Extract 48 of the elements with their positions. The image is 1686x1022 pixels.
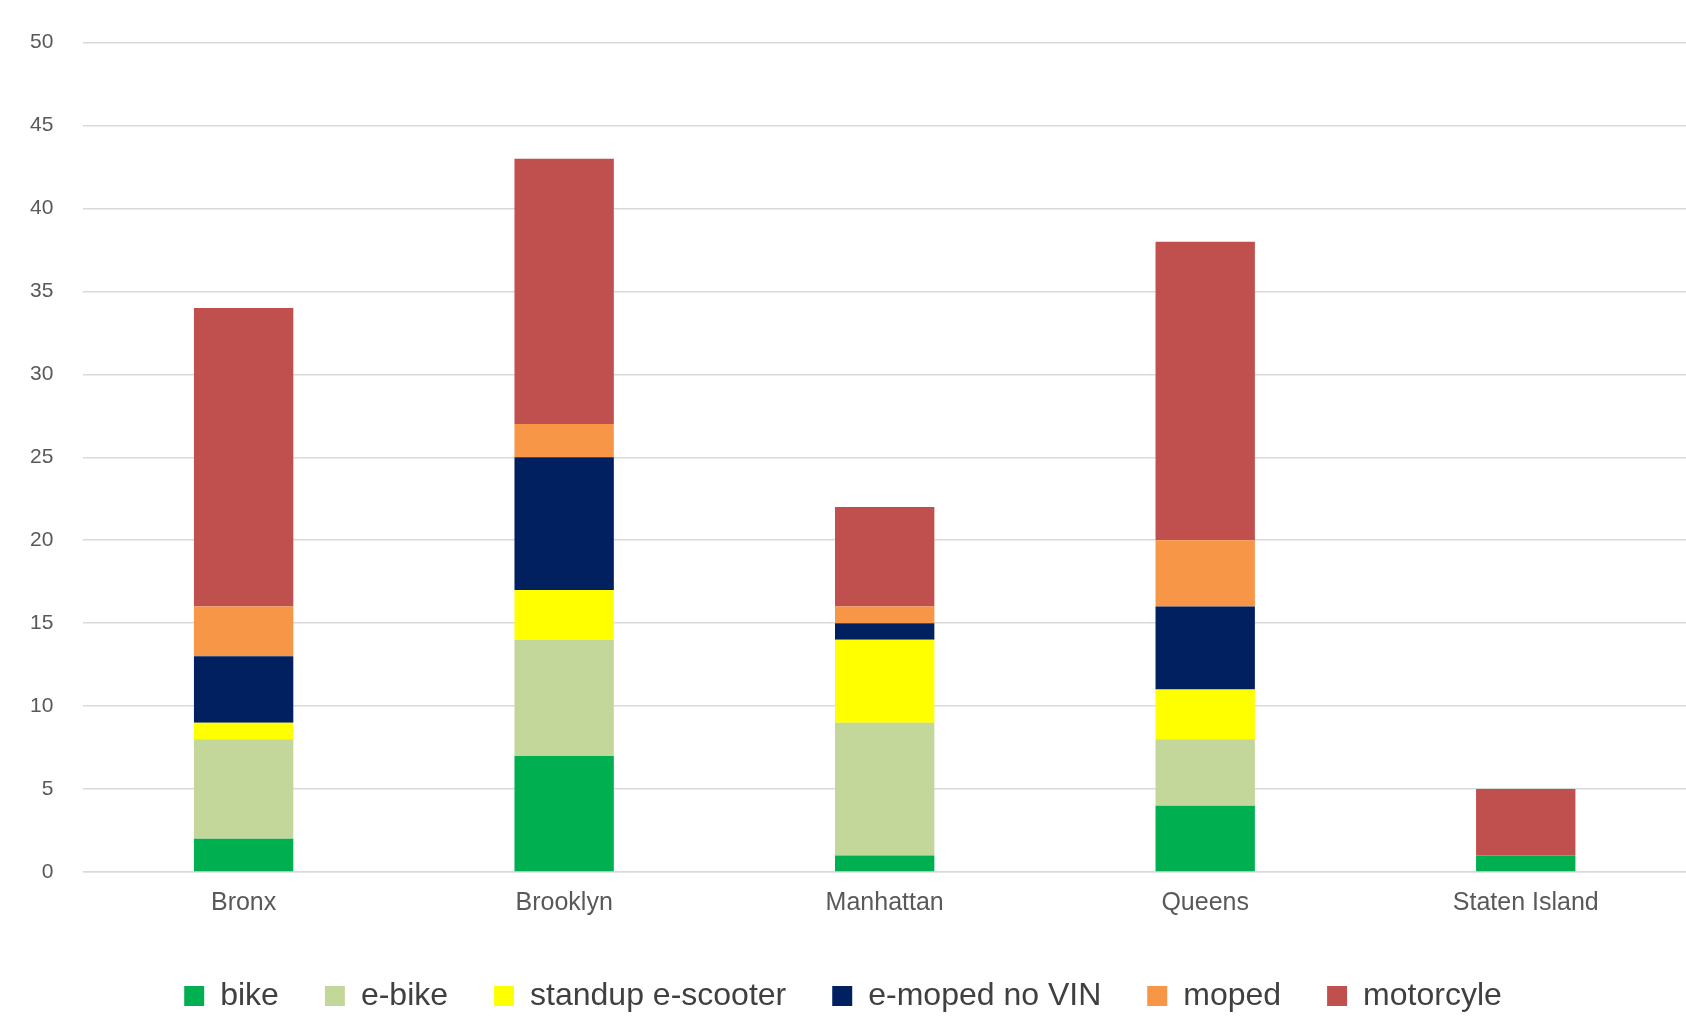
bar bbox=[835, 623, 935, 640]
bar bbox=[193, 838, 294, 872]
x-tick-label: Queens bbox=[1161, 886, 1249, 915]
bar bbox=[514, 457, 614, 590]
y-tick-label: 50 bbox=[30, 29, 54, 53]
y-tick-label: 40 bbox=[30, 195, 54, 219]
bar bbox=[1155, 805, 1255, 872]
x-tick-label: Bronx bbox=[210, 886, 277, 915]
bar bbox=[1155, 739, 1255, 806]
x-tick-label: Staten Island bbox=[1452, 886, 1599, 915]
bar bbox=[193, 739, 294, 839]
legend-label: e-moped no VIN bbox=[868, 975, 1102, 1012]
bar bbox=[193, 308, 294, 607]
bar bbox=[835, 606, 935, 624]
legend-label: bike bbox=[220, 975, 279, 1012]
bar bbox=[514, 590, 614, 640]
bar bbox=[835, 639, 935, 723]
bar bbox=[193, 722, 294, 740]
bar bbox=[1476, 855, 1576, 872]
bar bbox=[514, 639, 614, 756]
y-tick-label: 35 bbox=[30, 278, 54, 302]
y-tick-label: 45 bbox=[30, 112, 54, 136]
x-tick-label: Manhattan bbox=[825, 886, 944, 915]
bar bbox=[1155, 606, 1255, 690]
bar bbox=[835, 507, 935, 607]
y-tick-label: 25 bbox=[30, 444, 54, 468]
bar bbox=[193, 656, 294, 723]
bar bbox=[193, 606, 294, 657]
y-tick-label: 10 bbox=[30, 692, 54, 716]
bar bbox=[1155, 689, 1255, 740]
bar bbox=[514, 424, 614, 458]
bar bbox=[835, 722, 935, 856]
bar bbox=[1476, 789, 1576, 856]
legend-label: moped bbox=[1183, 975, 1282, 1012]
bar bbox=[514, 755, 614, 872]
legend-label: e-bike bbox=[360, 975, 449, 1012]
y-tick-label: 30 bbox=[30, 361, 54, 385]
bar bbox=[1155, 540, 1255, 607]
y-tick-label: 20 bbox=[30, 527, 54, 551]
bar bbox=[1155, 241, 1255, 541]
y-tick-label: 0 bbox=[41, 858, 54, 882]
y-tick-label: 5 bbox=[41, 775, 54, 799]
x-tick-label: Brooklyn bbox=[515, 886, 613, 915]
legend-label: motorcyle bbox=[1363, 975, 1502, 1012]
bar bbox=[514, 158, 614, 425]
bar bbox=[835, 855, 935, 872]
legend-label: standup e-scooter bbox=[530, 975, 787, 1012]
y-tick-label: 15 bbox=[30, 609, 54, 633]
